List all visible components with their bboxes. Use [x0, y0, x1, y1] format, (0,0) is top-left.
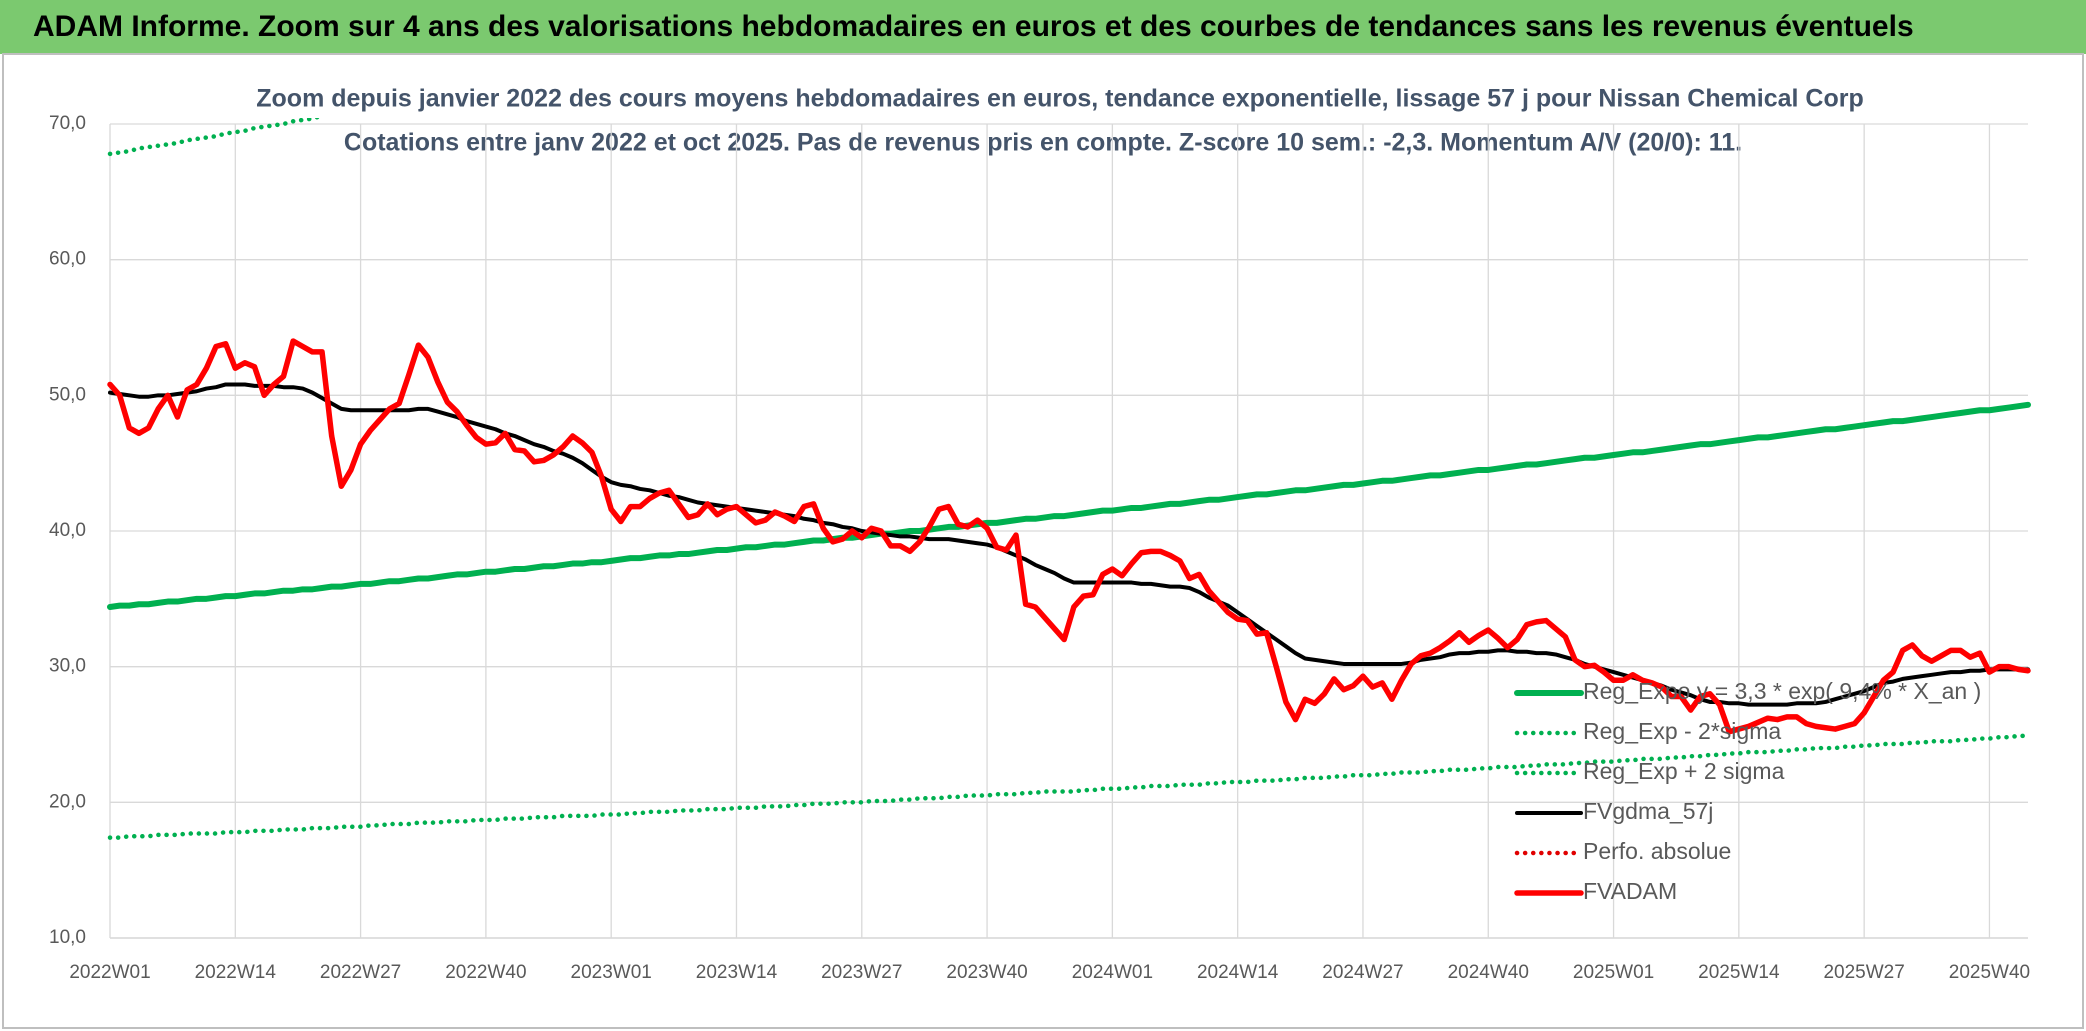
- grid: 10,0 20,0 30,0 40,0 50,0 60,0 70,0 2022W01 2022W…: [49, 113, 2030, 983]
- chart-title: Zoom depuis janvier 2022 des cours moyen…: [256, 85, 1863, 113]
- y-tick-label: 60,0: [49, 249, 86, 270]
- series-line: [107, 338, 2031, 735]
- x-tick-label: 2023W40: [946, 962, 1027, 983]
- legend-label: Reg_Expo y = 3,3 * exp( 9,4% * X_an ): [1583, 678, 1981, 704]
- x-tick-label: 2022W27: [320, 962, 401, 983]
- y-tick-label: 20,0: [49, 791, 86, 812]
- x-tick-label: 2023W14: [696, 962, 778, 983]
- y-tick-label: 50,0: [49, 384, 86, 405]
- legend-label: FVADAM: [1583, 878, 1677, 904]
- legend-label: Reg_Exp + 2 sigma: [1583, 758, 1785, 784]
- series-line: [107, 733, 2031, 840]
- x-tick-label: 2024W01: [1072, 962, 1153, 983]
- x-tick-label: 2022W01: [69, 962, 150, 983]
- x-tick-label: 2024W40: [1448, 962, 1529, 983]
- x-tick-label: 2022W40: [445, 962, 526, 983]
- chart-subtitle: Cotations entre janv 2022 et oct 2025. P…: [344, 129, 1742, 157]
- x-tick-label: 2023W27: [821, 962, 902, 983]
- legend-label: Reg_Exp - 2*sigma: [1583, 718, 1781, 744]
- header-bar: [0, 0, 2086, 54]
- series-line: [108, 382, 2030, 707]
- y-tick-label: 40,0: [49, 520, 86, 541]
- y-tick-label: 30,0: [49, 656, 86, 677]
- header-title: ADAM Informe. Zoom sur 4 ans des valoris…: [33, 10, 1914, 43]
- y-tick-label: 70,0: [49, 113, 86, 134]
- x-tick-label: 2025W01: [1573, 962, 1654, 983]
- x-tick-label: 2025W40: [1949, 962, 2030, 983]
- x-tick-label: 2023W01: [571, 962, 652, 983]
- x-tick-label: 2025W14: [1698, 962, 1780, 983]
- x-tick-label: 2022W14: [195, 962, 277, 983]
- plot-area: [107, 118, 2031, 840]
- legend: Reg_Expo y = 3,3 * exp( 9,4% * X_an ) Reg…: [1514, 678, 1981, 904]
- chart-frame: [2, 53, 2084, 1029]
- y-tick-label: 10,0: [49, 927, 86, 948]
- x-tick-label: 2024W14: [1197, 962, 1279, 983]
- x-tick-label: 2024W27: [1322, 962, 1403, 983]
- legend-label: Perfo. absolue: [1583, 838, 1731, 864]
- legend-label: FVgdma_57j: [1583, 798, 1713, 824]
- x-tick-label: 2025W27: [1823, 962, 1904, 983]
- series-line: [107, 401, 2031, 610]
